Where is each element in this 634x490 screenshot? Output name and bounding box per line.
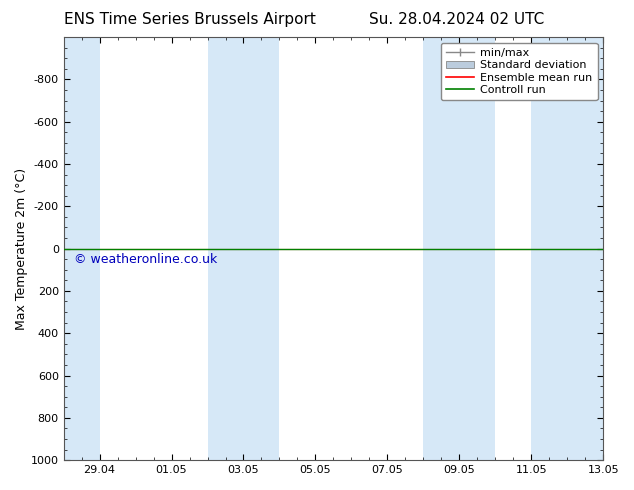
Bar [424,37,495,460]
Bar [531,37,603,460]
Text: Su. 28.04.2024 02 UTC: Su. 28.04.2024 02 UTC [369,12,544,27]
Text: ENS Time Series Brussels Airport: ENS Time Series Brussels Airport [64,12,316,27]
Text: © weatheronline.co.uk: © weatheronline.co.uk [74,253,217,266]
Bar [63,37,100,460]
Legend: min/max, Standard deviation, Ensemble mean run, Controll run: min/max, Standard deviation, Ensemble me… [441,43,598,100]
Y-axis label: Max Temperature 2m (°C): Max Temperature 2m (°C) [15,168,28,330]
Bar [207,37,280,460]
